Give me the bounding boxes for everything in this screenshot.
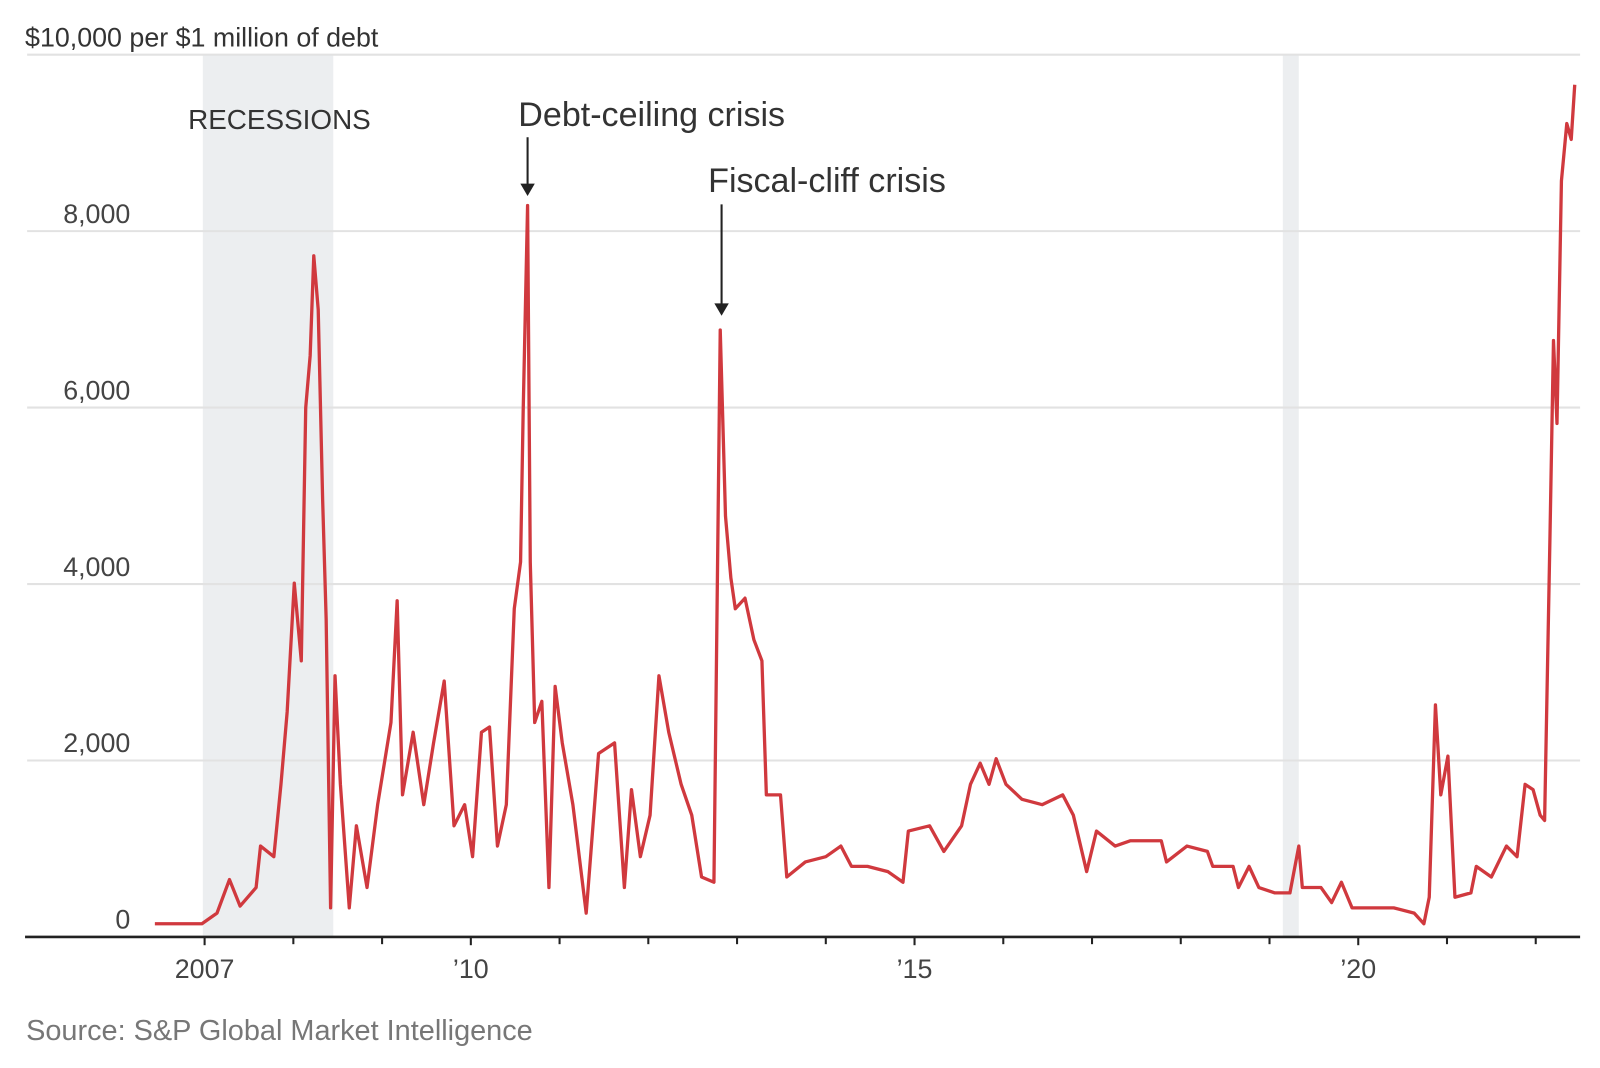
recession-band xyxy=(202,54,334,937)
annotation-text: Debt-ceiling crisis xyxy=(518,96,785,134)
y-tick-label: 8,000 xyxy=(63,199,130,229)
x-tick-label: ’20 xyxy=(1340,954,1376,984)
x-tick-label: 2007 xyxy=(175,954,235,984)
x-tick-label: ’15 xyxy=(897,954,933,984)
source-note: Source: S&P Global Market Intelligence xyxy=(26,1015,533,1047)
y-tick-label: 2,000 xyxy=(63,728,130,758)
y-tick-label: 4,000 xyxy=(63,552,130,582)
grid-layer xyxy=(27,53,1581,762)
arrow-head xyxy=(714,303,729,316)
x-tick-label: ’10 xyxy=(453,954,489,984)
background-layer xyxy=(202,54,1299,937)
arrow-head xyxy=(520,183,535,197)
recessions-label: RECESSIONS xyxy=(188,104,371,135)
y-tick-label: 0 xyxy=(115,905,130,935)
annotation-text: Fiscal-cliff crisis xyxy=(708,162,946,200)
data-line xyxy=(154,84,1577,926)
recession-band xyxy=(1282,54,1299,937)
y-tick-label: 6,000 xyxy=(63,375,130,405)
y-tick-label: $10,000 per $1 million of debt xyxy=(25,22,379,52)
